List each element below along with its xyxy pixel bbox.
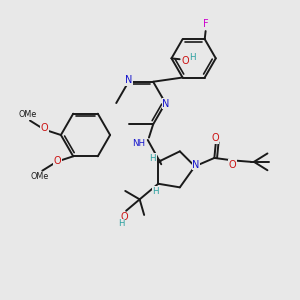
Text: NH: NH	[132, 139, 145, 148]
Text: H: H	[149, 154, 156, 163]
Text: OMe: OMe	[17, 111, 35, 120]
Text: OMe: OMe	[19, 110, 37, 119]
Text: OMe: OMe	[31, 172, 49, 181]
Text: O: O	[53, 156, 61, 166]
Text: O: O	[41, 125, 49, 135]
Text: H: H	[189, 52, 196, 62]
Text: H: H	[118, 219, 125, 228]
Text: O: O	[40, 123, 48, 134]
Text: N: N	[192, 160, 200, 170]
Text: H: H	[152, 187, 159, 196]
Text: F: F	[203, 19, 208, 29]
Text: O: O	[121, 212, 128, 222]
Text: N: N	[125, 75, 133, 85]
Text: O: O	[229, 160, 236, 170]
Text: N: N	[162, 99, 170, 109]
Text: O: O	[212, 133, 219, 143]
Text: O: O	[182, 56, 189, 66]
